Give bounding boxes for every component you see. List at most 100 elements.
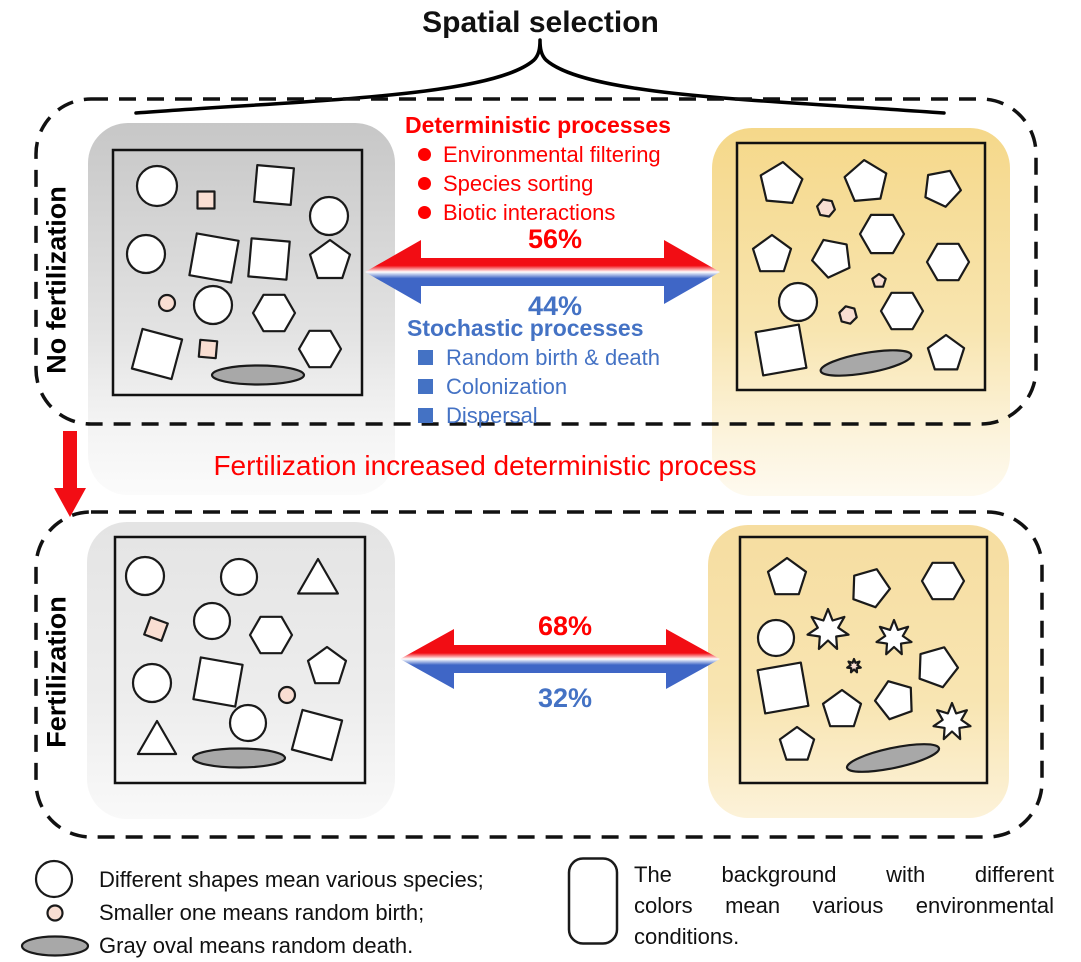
shape-star7-birth	[846, 657, 862, 674]
shape-star7	[806, 607, 850, 651]
shape-hex	[879, 291, 925, 331]
shape-circle-birth	[157, 293, 177, 313]
shape-circle	[219, 557, 259, 597]
shape-circle	[124, 555, 166, 597]
brace	[134, 38, 946, 115]
legend-line-death: Gray oval means random death.	[99, 933, 414, 958]
shape-pent	[759, 161, 804, 204]
shape-pent	[924, 169, 963, 208]
stochastic-block: Stochastic processes Random birth & deat…	[407, 314, 660, 430]
page-title: Spatial selection	[422, 6, 659, 39]
shape-square	[130, 327, 184, 381]
bullet-square-icon	[418, 408, 433, 423]
stochastic-item: Colonization	[407, 372, 660, 401]
legend-line-birth: Smaller one means random birth;	[99, 900, 425, 925]
shape-pent	[766, 556, 808, 596]
shape-circle	[756, 618, 796, 658]
shape-square	[188, 232, 240, 284]
species-shapes-layer	[20, 159, 972, 957]
shape-circle-birth	[277, 685, 297, 705]
deterministic-block: Deterministic processes Environmental fi…	[405, 111, 671, 227]
bullet-square-icon	[418, 350, 433, 365]
shape-pent	[843, 159, 888, 202]
shape-rrect	[567, 857, 619, 945]
shape-square	[756, 661, 810, 715]
shape-oval-death	[191, 747, 287, 769]
shape-hex	[251, 293, 297, 333]
shape-circle	[228, 703, 268, 743]
shape-pent	[306, 645, 348, 685]
deterministic-item-label: Biotic interactions	[443, 199, 616, 225]
shape-hex	[248, 615, 294, 655]
deterministic-item: Species sorting	[405, 169, 671, 198]
shape-square-birth	[197, 338, 219, 360]
shape-circle	[135, 164, 179, 208]
stochastic-item-label: Colonization	[446, 373, 568, 399]
shape-oval-death	[210, 364, 306, 386]
shape-hex	[925, 242, 971, 282]
shape-pent	[810, 238, 851, 279]
gray-habitat-bg-top	[88, 123, 395, 495]
plot-frame-top-left	[111, 148, 364, 397]
shape-pent	[778, 725, 816, 761]
down-arrow-icon	[54, 431, 86, 517]
shape-square	[247, 237, 291, 281]
shape-pent	[926, 333, 966, 371]
shape-oval-death	[845, 743, 941, 773]
stochastic-item-label: Dispersal	[446, 402, 538, 428]
shape-circle-birth	[46, 904, 64, 922]
shape-pent	[751, 233, 793, 273]
shape-square	[192, 656, 244, 708]
shape-pent	[873, 680, 913, 721]
yellow-habitat-bg-bottom	[708, 525, 1009, 818]
selection-arrow-top	[365, 240, 720, 304]
shape-hex	[920, 561, 966, 601]
shape-square	[253, 164, 295, 206]
deterministic-item-label: Species sorting	[443, 170, 594, 196]
bullet-square-icon	[418, 379, 433, 394]
deterministic-item: Environmental filtering	[405, 140, 671, 169]
legend-background-line-1: The background with different	[634, 862, 1054, 887]
bullet-dot-icon	[418, 177, 431, 190]
deterministic-item-label: Environmental filtering	[443, 141, 661, 167]
shape-star7	[932, 701, 972, 741]
bullet-dot-icon	[418, 148, 431, 161]
deterministic-percent-bottom: 68%	[537, 611, 593, 641]
selection-arrow-bottom	[400, 629, 720, 689]
shape-oval-death	[20, 935, 90, 957]
shape-square	[290, 708, 344, 762]
shape-square-birth	[196, 190, 216, 210]
plot-frame-bottom-right	[738, 535, 989, 785]
deterministic-heading: Deterministic processes	[405, 112, 671, 138]
stochastic-percent-bottom: 32%	[537, 683, 593, 713]
shape-star7	[875, 618, 913, 656]
shape-circle	[125, 233, 167, 275]
stochastic-item: Dispersal	[407, 401, 660, 430]
deterministic-percent-top: 56%	[527, 224, 583, 254]
legend-background-line-2: colors mean various environmental	[634, 893, 1054, 918]
shape-tri	[136, 719, 178, 756]
fertilization-label: Fertilization	[41, 596, 72, 748]
stochastic-percent-top: 44%	[527, 291, 583, 321]
shape-circle	[308, 195, 350, 237]
deterministic-item: Biotic interactions	[405, 198, 671, 227]
plot-frame-top-right	[735, 141, 987, 392]
transition-text: Fertilization increased deterministic pr…	[213, 450, 757, 481]
stochastic-item: Random birth & death	[407, 343, 660, 372]
yellow-habitat-bg-top	[712, 128, 1010, 496]
shape-circle	[131, 662, 173, 704]
no-fertilization-label: No fertilization	[41, 186, 72, 374]
legend-line-species: Different shapes mean various species;	[99, 867, 484, 892]
stochastic-item-label: Random birth & death	[446, 344, 661, 370]
shape-circle	[192, 284, 234, 326]
plot-frame-bottom-left	[113, 535, 367, 785]
shape-hex-birth	[838, 305, 858, 325]
shape-circle	[34, 859, 74, 899]
shape-tri	[297, 557, 339, 595]
shape-pent	[852, 568, 892, 609]
shape-pent	[308, 238, 352, 280]
stochastic-heading: Stochastic processes	[407, 315, 644, 341]
shape-pent	[918, 646, 960, 689]
shape-hex	[858, 213, 906, 255]
